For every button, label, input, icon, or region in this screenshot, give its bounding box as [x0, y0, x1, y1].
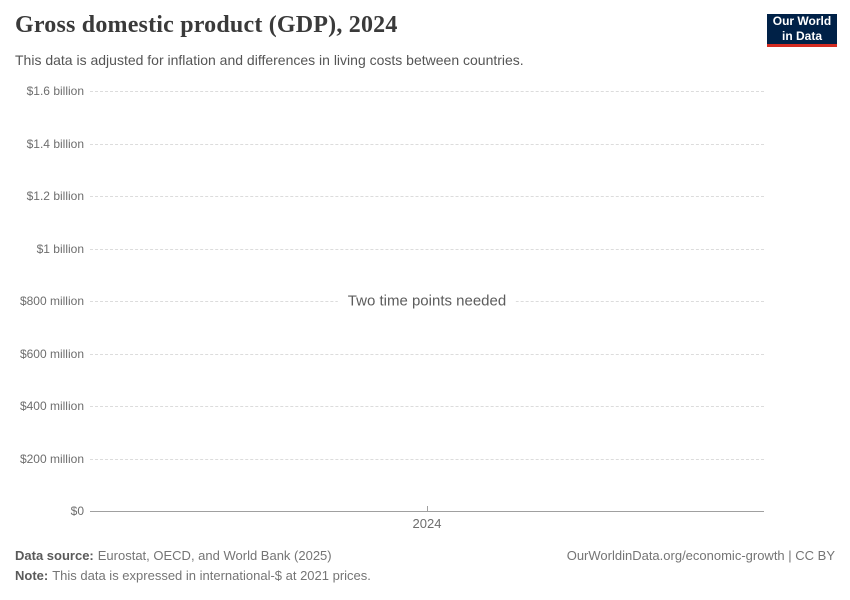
y-tick-label: $400 million	[19, 399, 84, 413]
owid-logo-line2: in Data	[781, 29, 822, 43]
y-tick-label: $1.6 billion	[26, 84, 84, 98]
gridline	[90, 196, 764, 197]
y-tick-label: $600 million	[19, 346, 84, 361]
y-tick-label: $0	[70, 504, 84, 518]
x-tick-mark	[427, 506, 428, 511]
y-tick-label: $1.2 billion	[26, 189, 84, 203]
gridline	[90, 406, 764, 407]
chart-footer: Data source: Eurostat, OECD, and World Ba…	[15, 546, 371, 586]
owid-url-link[interactable]: OurWorldinData.org/economic-growth | CC …	[566, 548, 835, 563]
note-line: Note: This data is expressed in internati…	[15, 566, 371, 586]
y-tick-label: $200 million	[19, 451, 84, 466]
data-source-line: Data source: Eurostat, OECD, and World Ba…	[15, 546, 371, 566]
y-tick-label: $1 billion	[36, 241, 84, 256]
gridline	[90, 353, 764, 355]
page-title: Gross domestic product (GDP), 2024	[15, 12, 398, 38]
chart-subtitle: This data is adjusted for inflation and …	[15, 52, 524, 68]
note-text: This data is expressed in international-…	[52, 568, 371, 583]
data-source-text: Eurostat, OECD, and World Bank (2025)	[97, 548, 332, 563]
note-label: Note:	[15, 568, 49, 583]
owid-logo-line1: Our World	[772, 14, 832, 28]
gridline	[90, 91, 764, 92]
empty-chart-message: Two time points needed	[337, 290, 517, 312]
gridline	[90, 458, 764, 460]
x-tick-label: 2024	[412, 516, 442, 531]
gridline	[90, 248, 764, 250]
y-tick-label: $1.4 billion	[26, 136, 84, 151]
data-source-label: Data source:	[15, 548, 94, 563]
x-axis-line	[90, 511, 764, 512]
y-tick-label: $800 million	[19, 294, 84, 308]
owid-logo: Our World in Data	[767, 14, 837, 47]
gridline	[90, 143, 764, 145]
